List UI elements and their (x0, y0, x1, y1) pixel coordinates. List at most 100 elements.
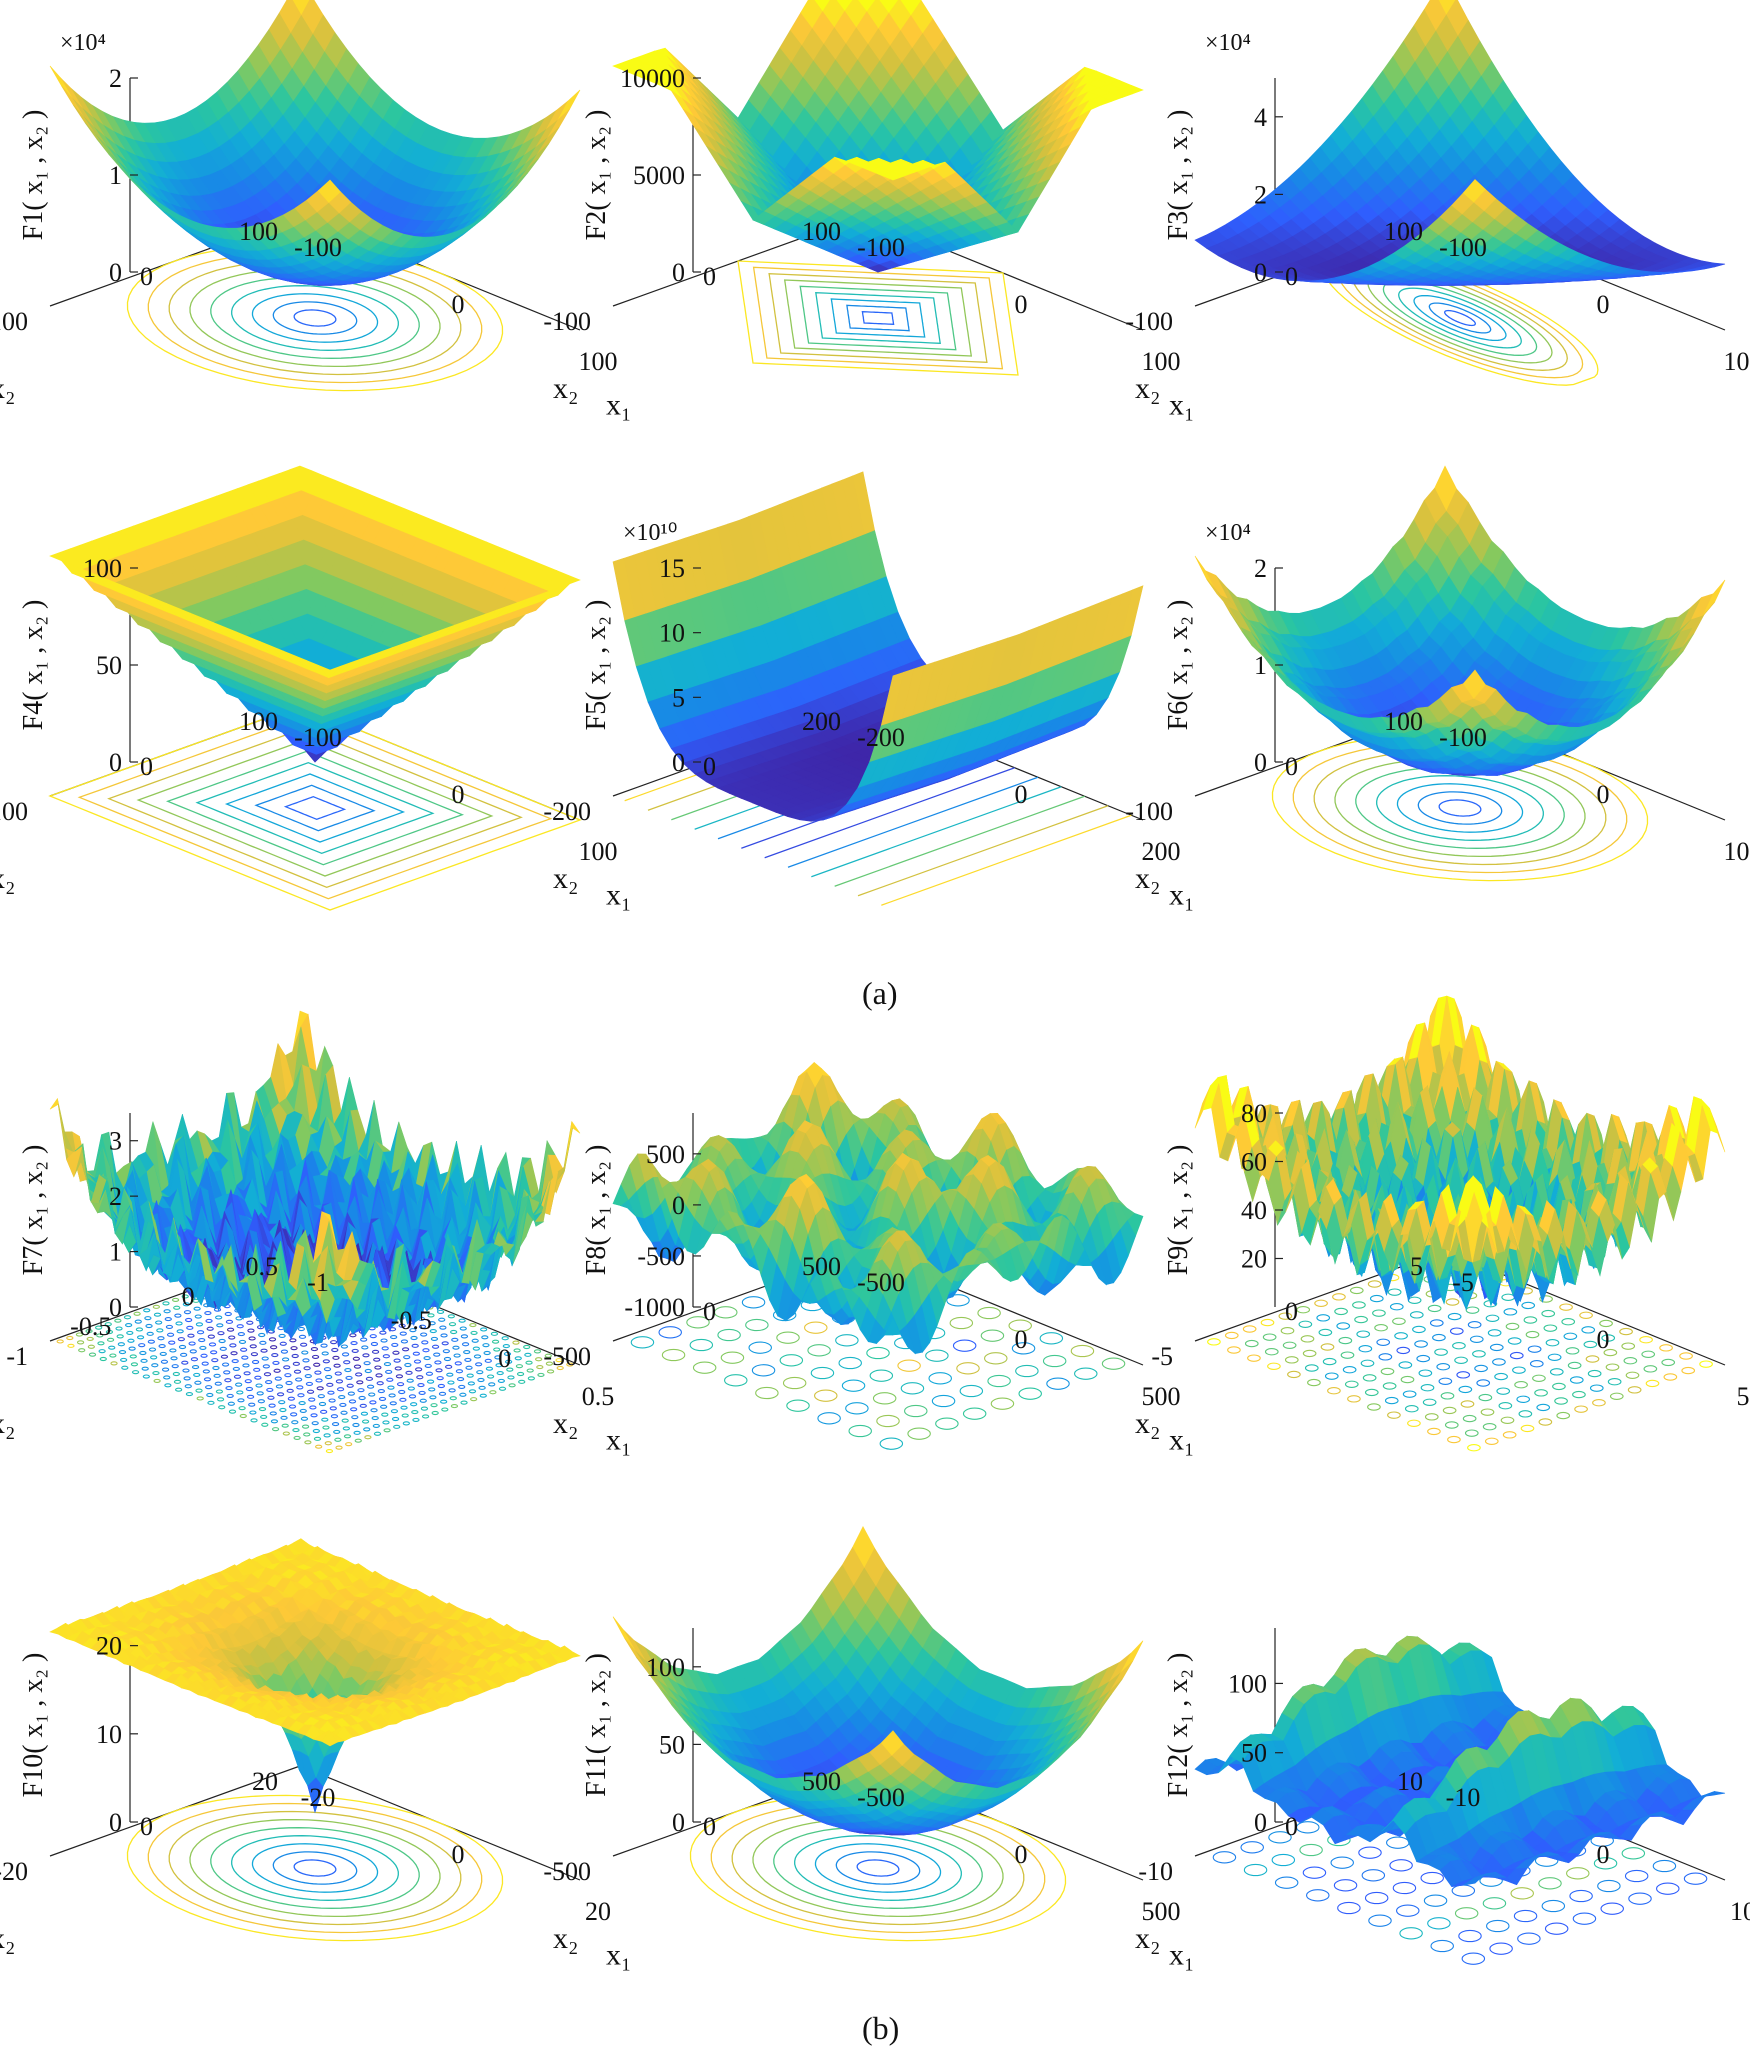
contour-line (241, 1355, 249, 1360)
contour-line (208, 1342, 217, 1347)
contour-line (357, 1388, 365, 1393)
contour-line (180, 1352, 188, 1357)
contour-line (383, 1361, 392, 1367)
contour-line (168, 1340, 176, 1345)
contour-line (410, 1335, 418, 1341)
contour-line (76, 1340, 85, 1345)
contour-line (232, 1366, 240, 1372)
contour-line (345, 1375, 353, 1381)
contour-line (450, 1329, 458, 1335)
contour-line (361, 1345, 369, 1350)
contour-line (377, 1388, 385, 1394)
contour-line (881, 814, 1132, 906)
contour-line (313, 1436, 322, 1441)
contour-line (309, 1405, 317, 1410)
contour-line (226, 1327, 235, 1332)
contour-line (491, 1339, 500, 1344)
contour-line (187, 1333, 195, 1338)
contour-line (235, 1382, 243, 1387)
z-tick-label: 0 (109, 748, 122, 777)
contour-line (830, 298, 926, 338)
contour-line (460, 1334, 469, 1339)
contour-line (361, 1419, 370, 1424)
contour-line (210, 1350, 218, 1355)
contour-line (458, 1318, 466, 1323)
contour-line (280, 1415, 288, 1420)
contour-line (271, 1427, 280, 1432)
contour-line (139, 1350, 147, 1356)
contour-line (268, 1403, 276, 1408)
x2-tick-label: 0 (1285, 752, 1298, 781)
contour-line (109, 1353, 117, 1358)
contour-line (514, 1356, 522, 1361)
contour-line (323, 1433, 331, 1438)
contour-line (344, 1367, 352, 1373)
contour-line (279, 1407, 287, 1413)
contour-line (332, 1355, 340, 1360)
contour-line (238, 1406, 246, 1411)
contour-line (296, 1385, 304, 1390)
x1-tick-label: -100 (857, 233, 905, 262)
contour-line (353, 1364, 362, 1369)
contour-line (333, 1363, 341, 1368)
contour-line (323, 1367, 332, 1372)
contour-line (203, 1377, 212, 1382)
contour-line (136, 1335, 145, 1340)
contour-line (486, 1374, 495, 1379)
contour-line (456, 1376, 465, 1382)
contour-line (434, 1360, 442, 1365)
contour-line (470, 1397, 478, 1402)
x2-tick-label: -100 (1125, 797, 1173, 826)
contour-line (436, 1376, 444, 1381)
contour-line (230, 1351, 238, 1356)
contour-line (256, 1391, 264, 1396)
contour-line (507, 1375, 515, 1380)
contour-line (352, 1422, 360, 1428)
contour-line (350, 1407, 358, 1412)
contour-line (162, 1301, 170, 1306)
contour-line (490, 1331, 499, 1336)
contour-line (147, 252, 483, 384)
contour-line (417, 1382, 425, 1388)
contour-line (413, 1359, 422, 1364)
z-tick-label: 50 (96, 651, 122, 680)
contour-line (170, 1356, 178, 1361)
contour-line (340, 1410, 348, 1415)
contour-line (497, 1378, 505, 1384)
x2-tick-label: 0 (1285, 262, 1298, 291)
contour-line (97, 1341, 105, 1346)
contour-line (246, 1320, 254, 1325)
contour-line (1413, 294, 1507, 342)
contour-line (185, 1391, 194, 1397)
surface-cell (557, 89, 581, 121)
contour-line (248, 1402, 256, 1407)
contour-line (407, 1386, 415, 1391)
contour-line (263, 1372, 272, 1377)
x2-axis-label: x₂ (1135, 372, 1160, 405)
contour-line (308, 1397, 316, 1402)
contour-line (419, 1398, 427, 1403)
contour-line (297, 1326, 305, 1332)
contour-line (188, 1341, 196, 1346)
contour-line (310, 1346, 319, 1352)
contour-line (115, 1326, 123, 1331)
contour-line (88, 1352, 97, 1357)
contour-line (535, 1357, 543, 1362)
contour-line (393, 1424, 401, 1429)
contour-line (189, 1349, 197, 1354)
surface-cell (49, 65, 73, 99)
contour-line (482, 1343, 490, 1348)
contour-line (165, 1324, 174, 1330)
contour-line (479, 1393, 487, 1398)
contour-line (381, 1346, 389, 1351)
contour-line (290, 1412, 298, 1417)
contour-line (286, 1388, 294, 1393)
contour-line (378, 1396, 387, 1402)
contour-line (373, 1357, 381, 1362)
contour-line (1417, 791, 1503, 825)
contour-line (237, 1398, 245, 1403)
contour-line (461, 1342, 470, 1347)
contour-line (295, 1377, 303, 1382)
contour-line (342, 1426, 350, 1431)
